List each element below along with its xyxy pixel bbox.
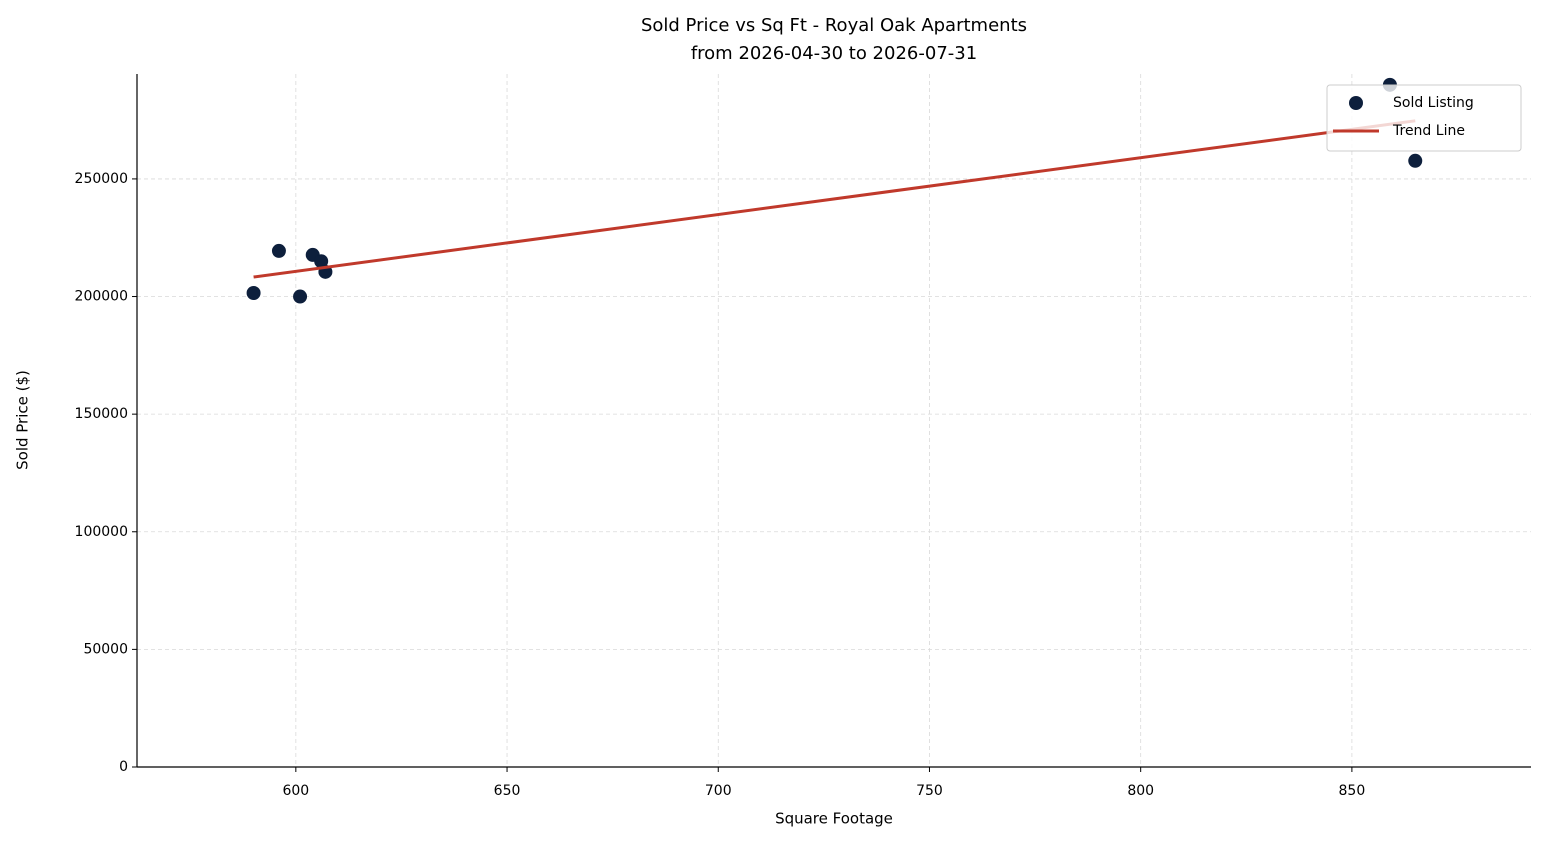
legend-label: Trend Line <box>1392 123 1465 139</box>
y-tick-label: 250000 <box>75 171 128 187</box>
chart-subtitle: from 2026-04-30 to 2026-07-31 <box>691 43 977 64</box>
y-tick-label: 0 <box>119 759 128 775</box>
legend-box <box>1326 84 1522 152</box>
x-axis-label: Square Footage <box>775 810 893 828</box>
x-tick-label: 650 <box>494 783 521 799</box>
x-tick-label: 700 <box>705 783 732 799</box>
point <box>271 243 286 258</box>
y-axis-label: Sold Price ($) <box>14 370 32 470</box>
legend-swatch <box>1349 96 1363 110</box>
trend-line <box>253 119 1416 279</box>
point <box>293 289 308 304</box>
x-tick-label: 600 <box>282 783 309 799</box>
x-tick-label: 800 <box>1127 783 1154 799</box>
point <box>246 286 261 301</box>
y-tick-label: 150000 <box>75 406 128 422</box>
chart-title: Sold Price vs Sq Ft - Royal Oak Apartmen… <box>641 15 1027 36</box>
legend-label: Sold Listing <box>1393 95 1474 111</box>
x-tick-label: 750 <box>916 783 943 799</box>
legend: Sold Listing Trend Line <box>1326 84 1522 152</box>
y-tick-label: 100000 <box>75 524 128 540</box>
point <box>314 254 329 269</box>
point <box>1408 153 1423 168</box>
x-tick-label: 850 <box>1339 783 1366 799</box>
y-tick-label: 50000 <box>83 641 128 657</box>
y-tick-label: 200000 <box>75 289 128 305</box>
